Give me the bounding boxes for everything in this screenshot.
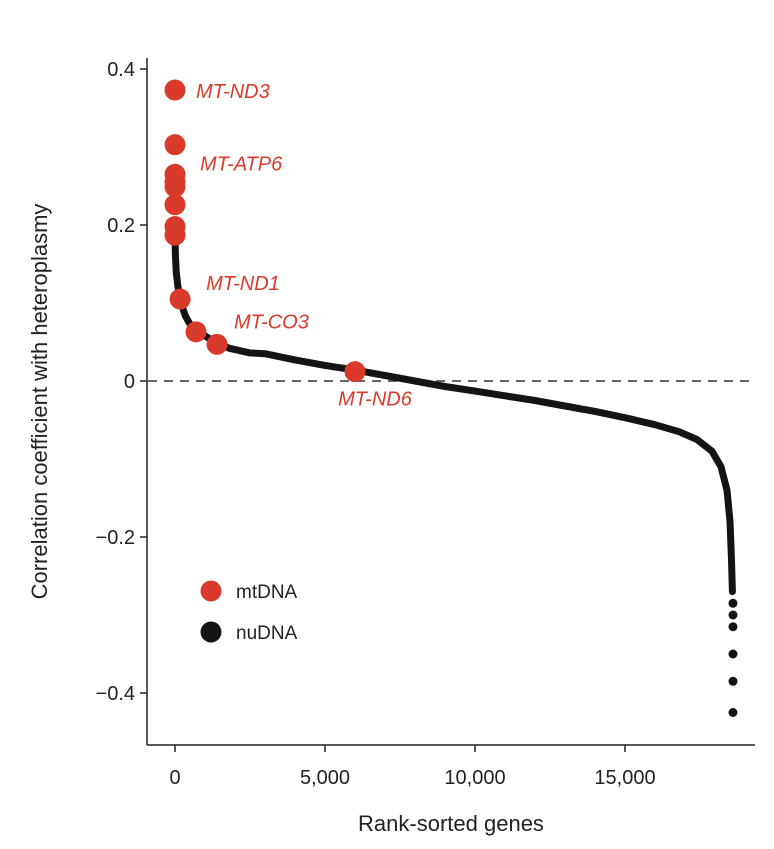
x-tick-label: 0 xyxy=(169,767,180,789)
nudna-point xyxy=(728,598,738,608)
legend-marker xyxy=(200,580,222,602)
x-tick-label: 10,000 xyxy=(444,767,505,789)
gene-label: MT-CO3 xyxy=(234,311,309,333)
mtdna-point xyxy=(344,361,366,383)
legend-marker xyxy=(200,621,222,643)
y-axis-title: Correlation coefficient with heteroplasm… xyxy=(27,204,52,600)
tick-labels: 0.4 0.2 0 −0.2 −0.4 0 5,000 10,000 15,000 xyxy=(96,59,656,789)
y-tick-label: 0.2 xyxy=(107,215,135,237)
nudna-curve xyxy=(171,229,736,596)
gene-label: MT-ATP6 xyxy=(200,154,283,176)
x-tick-label: 5,000 xyxy=(300,767,350,789)
nudna-point xyxy=(728,676,738,686)
legend: mtDNA nuDNA xyxy=(200,580,298,644)
mtdna-point xyxy=(164,134,186,156)
mtdna-point xyxy=(206,333,228,355)
gene-label: MT-ND1 xyxy=(206,273,280,295)
gene-label: MT-ND3 xyxy=(196,81,270,103)
x-tick-label: 15,000 xyxy=(594,767,655,789)
mtdna-point xyxy=(185,321,207,343)
mtdna-point xyxy=(164,224,186,246)
nudna-point xyxy=(728,708,738,717)
legend-label: mtDNA xyxy=(236,582,298,603)
nudna-series xyxy=(171,229,738,717)
mtdna-point xyxy=(164,194,186,216)
nudna-point xyxy=(728,610,738,620)
mtdna-series xyxy=(164,79,366,383)
y-tick-label: −0.2 xyxy=(96,527,135,549)
y-tick-label: 0.4 xyxy=(107,59,135,81)
x-axis-title: Rank-sorted genes xyxy=(358,811,544,836)
gene-label: MT-ND6 xyxy=(338,389,413,411)
mtdna-point xyxy=(164,79,186,101)
gene-labels: MT-ND3 MT-ATP6 MT-ND1 MT-CO3 MT-ND6 xyxy=(196,81,413,411)
axes xyxy=(146,58,755,746)
y-tick-label: 0 xyxy=(124,371,135,393)
mtdna-point xyxy=(164,176,186,198)
mtdna-point xyxy=(169,288,191,310)
nudna-point xyxy=(728,622,738,632)
nudna-point xyxy=(728,649,738,659)
y-tick-label: −0.4 xyxy=(96,683,135,705)
legend-label: nuDNA xyxy=(236,623,298,644)
